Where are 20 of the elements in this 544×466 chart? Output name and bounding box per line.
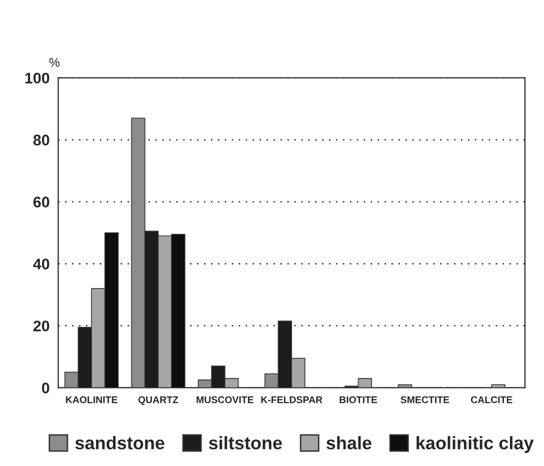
legend-label: kaolinitic clay bbox=[416, 436, 534, 453]
legend-label: siltstone bbox=[208, 436, 282, 450]
x-tick-label: BIOTITE bbox=[340, 396, 378, 404]
x-tick-label: MUSCOVITE bbox=[196, 396, 254, 404]
legend-label: shale bbox=[326, 436, 372, 450]
bar bbox=[398, 384, 412, 388]
x-tick-label: K-FELDSPAR bbox=[261, 396, 322, 404]
y-tick-label: 20 bbox=[33, 320, 50, 332]
x-tick-label: CALCITE bbox=[470, 396, 512, 404]
y-axis-title: % bbox=[49, 58, 60, 67]
y-tick-label: 80 bbox=[33, 134, 50, 146]
x-tick-label: QUARTZ bbox=[138, 396, 178, 406]
x-tick-label: SMECTITE bbox=[400, 396, 450, 404]
bar bbox=[491, 384, 506, 388]
x-tick-label: KAOLINITE bbox=[66, 396, 118, 404]
y-tick-label: 100 bbox=[25, 72, 50, 84]
y-tick-label: 0 bbox=[42, 382, 50, 394]
y-tick-label: 40 bbox=[33, 258, 50, 270]
legend-label: sandstone bbox=[75, 436, 164, 450]
y-tick-label: 60 bbox=[33, 196, 50, 208]
